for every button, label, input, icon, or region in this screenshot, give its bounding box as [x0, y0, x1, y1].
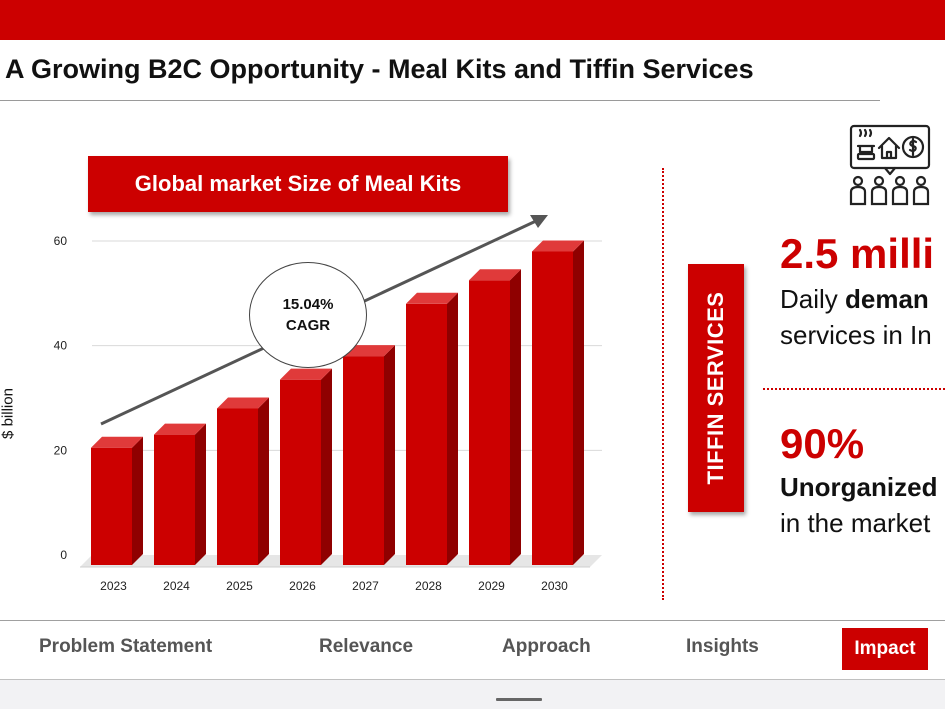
stat-unorganized-text-line2: in the market	[780, 508, 931, 538]
bar	[406, 303, 447, 565]
x-tick-label: 2027	[352, 579, 379, 593]
nav-impact[interactable]: Impact	[842, 628, 928, 670]
nav-top-rule	[0, 620, 945, 621]
x-tick-label: 2025	[226, 579, 253, 593]
x-tick-label: 2023	[100, 579, 127, 593]
bar	[469, 280, 510, 565]
cagr-value: 15.04%	[282, 296, 334, 313]
x-tick-label: 2026	[289, 579, 316, 593]
bar-top	[532, 240, 584, 252]
nav-bottom-rule	[0, 679, 945, 680]
bar-side	[195, 423, 206, 565]
title-divider	[0, 100, 880, 101]
bar-side	[510, 269, 521, 565]
bar-side	[258, 397, 269, 565]
y-tick-label: 0	[60, 548, 67, 562]
vertical-dotted-divider	[662, 168, 664, 600]
y-tick-label: 40	[54, 339, 68, 353]
stat-daily-demand-text: Daily deman	[780, 284, 929, 314]
bar-top	[406, 292, 458, 304]
x-tick-label: 2024	[163, 579, 190, 593]
tiffin-services-label: TIFFIN SERVICES	[703, 291, 728, 485]
bar-top	[217, 397, 269, 409]
bar-top	[154, 423, 206, 435]
bar	[217, 408, 258, 565]
bar-side	[321, 368, 332, 565]
nav-insights[interactable]: Insights	[686, 636, 759, 657]
bar-top	[91, 436, 143, 448]
y-tick-label: 60	[54, 234, 68, 248]
cagr-label: CAGR	[285, 317, 331, 334]
top-banner	[0, 0, 945, 40]
horizontal-dotted-divider	[763, 388, 945, 390]
bar-side	[447, 292, 458, 565]
chart-title: Global market Size of Meal Kits	[88, 156, 508, 212]
nav-approach[interactable]: Approach	[502, 636, 591, 657]
page-title: A Growing B2C Opportunity - Meal Kits an…	[5, 54, 754, 84]
bar	[532, 251, 573, 565]
stat-daily-demand-text-line2: services in In	[780, 320, 932, 350]
tiffin-services-banner: TIFFIN SERVICES	[688, 264, 744, 512]
cagr-bubble: 15.04% CAGR	[249, 262, 367, 368]
bar	[343, 356, 384, 565]
y-axis-label: $ billion	[0, 388, 17, 439]
tiffin-community-icon	[845, 122, 935, 208]
x-tick-label: 2029	[478, 579, 505, 593]
slide-indicator[interactable]	[496, 698, 542, 701]
bottom-nav	[0, 621, 945, 679]
stat-daily-demand-value: 2.5 milli	[780, 230, 935, 277]
meal-kit-bar-chart: 0 20 40 60 2023 2024 2025 2026 2027 2028 2029 2030	[54, 215, 602, 593]
stat-unorganized-value: 90%	[780, 420, 865, 467]
bar-side	[573, 240, 584, 565]
nav-problem-statement[interactable]: Problem Statement	[39, 636, 213, 657]
x-tick-label: 2030	[541, 579, 568, 593]
bar-top	[280, 368, 332, 380]
x-tick-label: 2028	[415, 579, 442, 593]
bar	[91, 447, 132, 565]
trend-arrowhead	[530, 215, 548, 228]
bar-side	[132, 436, 143, 565]
stat-unorganized-text: Unorganized	[780, 472, 938, 502]
nav-relevance[interactable]: Relevance	[319, 636, 414, 657]
bar	[154, 434, 195, 565]
bar	[280, 379, 321, 565]
footer-strip	[0, 680, 945, 709]
bar-side	[384, 345, 395, 565]
y-tick-label: 20	[54, 443, 68, 457]
bar-top	[343, 345, 395, 357]
bar-top	[469, 269, 521, 281]
